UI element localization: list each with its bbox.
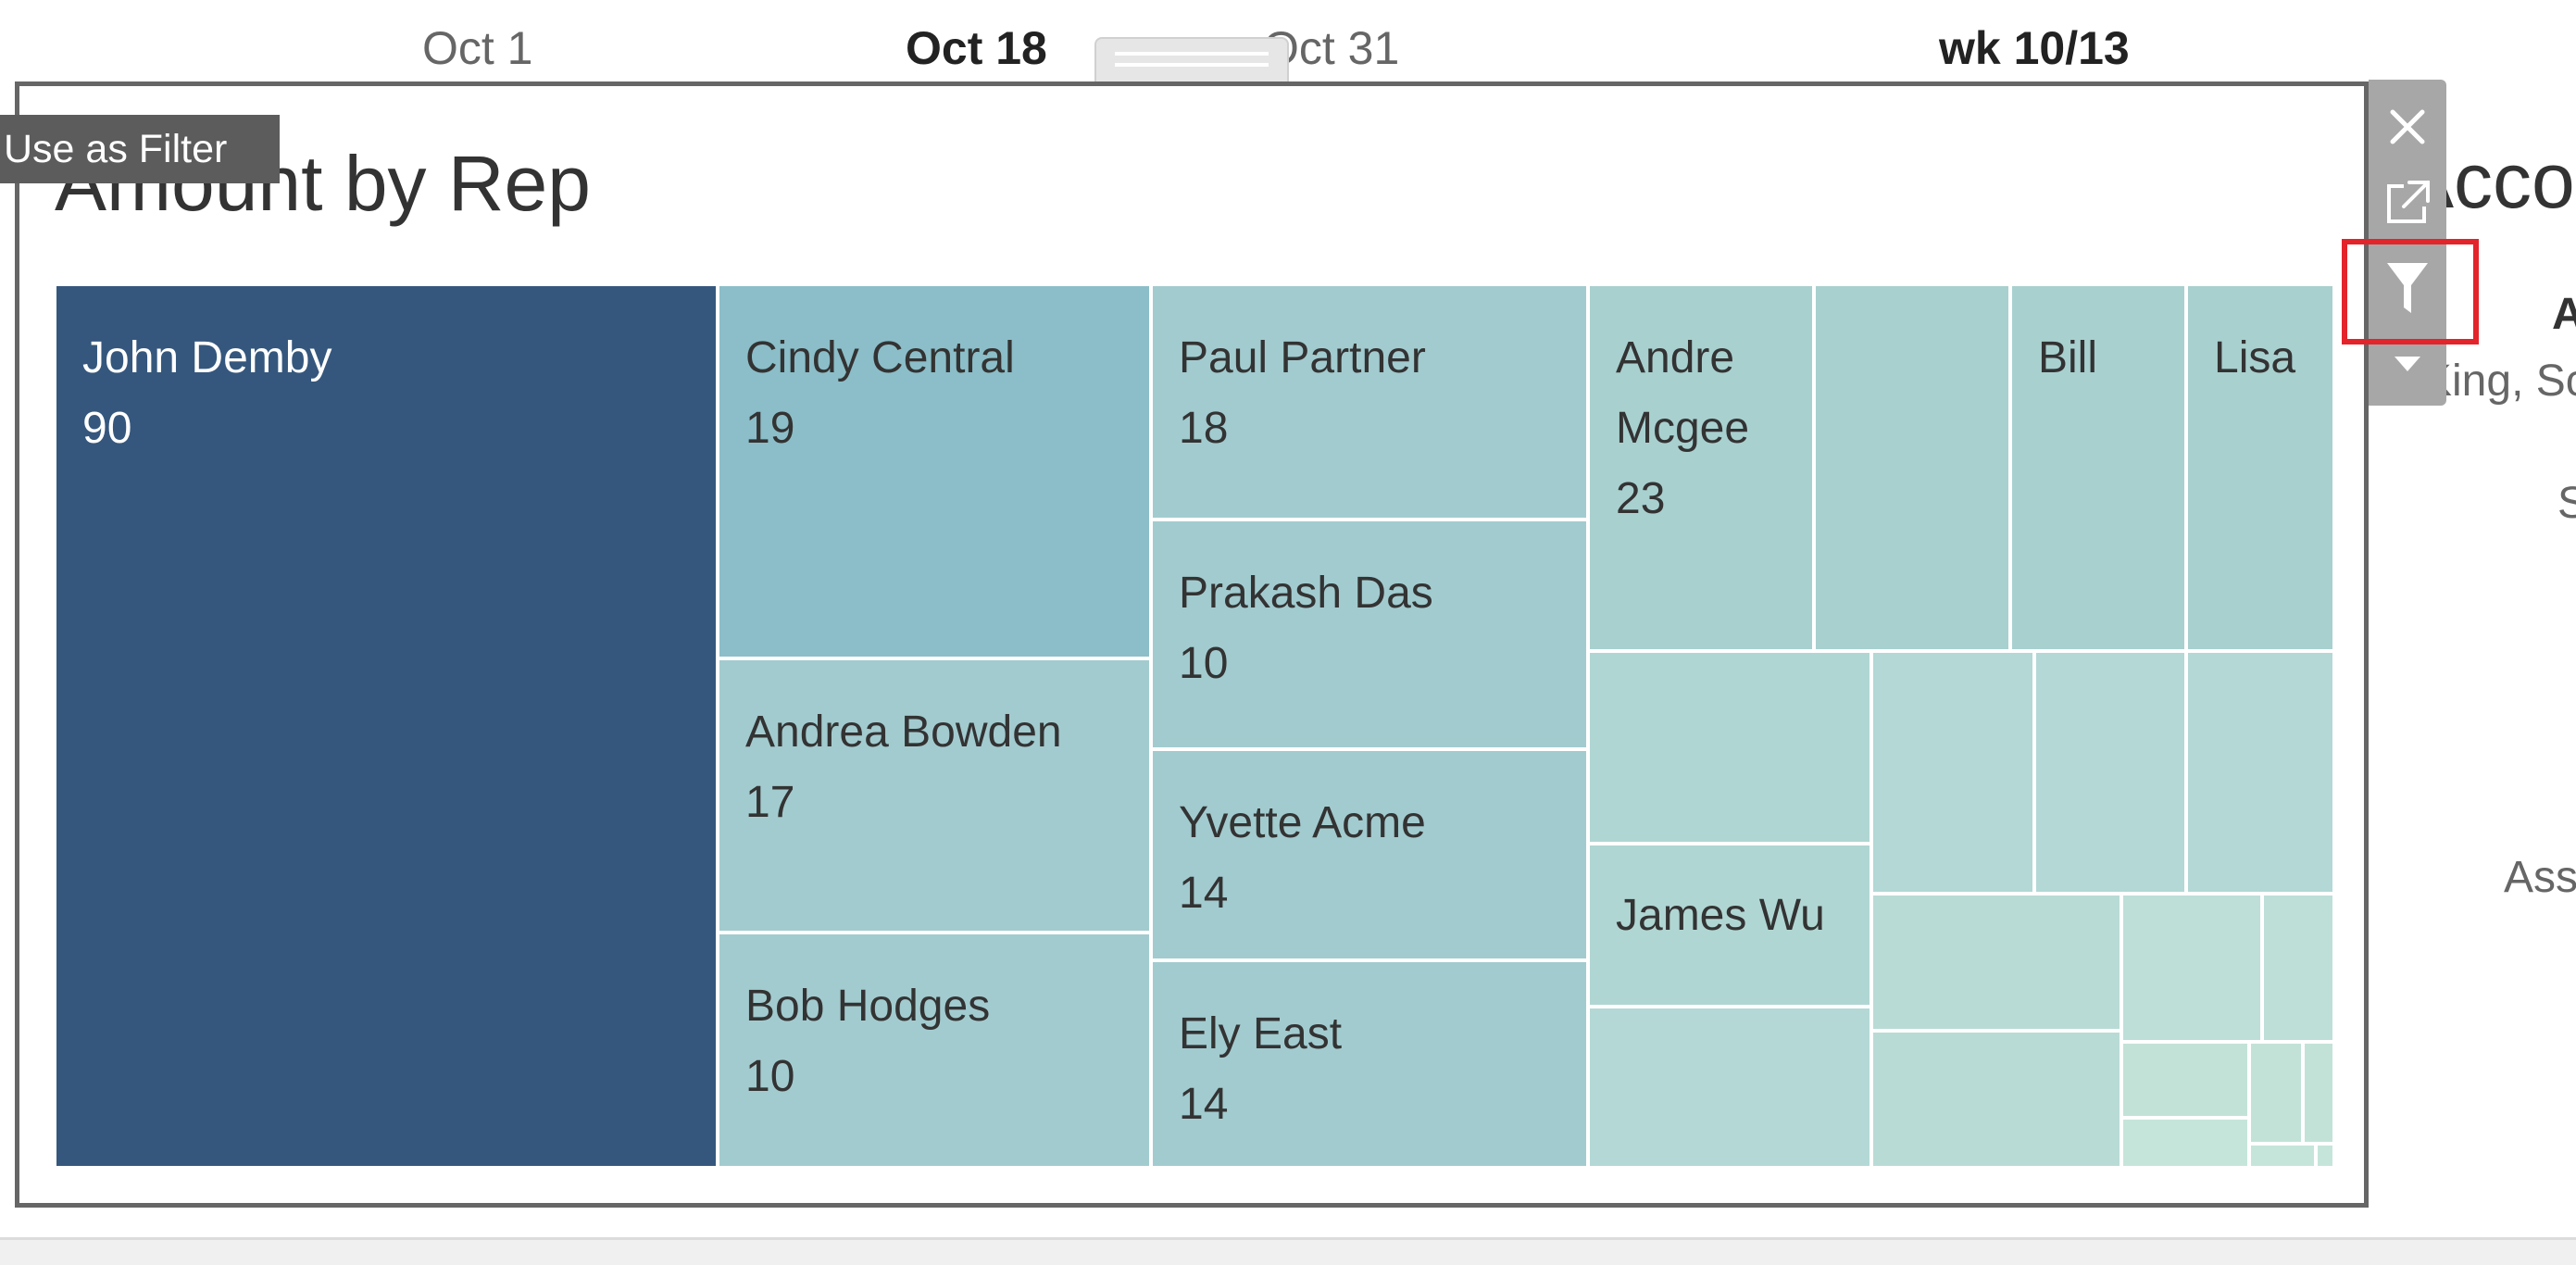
popout-icon [2387,181,2430,223]
treemap-cell-unlabeled[interactable] [2036,653,2188,896]
close-icon [2390,109,2425,144]
treemap-cell-unlabeled[interactable] [2251,1044,2305,1146]
treemap-cell-ely-east[interactable]: Ely East 14 [1153,962,1590,1170]
account-panel-bold: A [2552,290,2576,339]
cell-label: Bill [2038,333,2098,382]
viz-container[interactable]: Amount by Rep John Demby 90 Cindy Centra… [15,81,2369,1208]
cell-label: Paul Partner 18 [1179,333,1426,453]
cell-label: Yvette Acme 14 [1179,798,1426,918]
treemap-cell-unlabeled[interactable] [2123,896,2264,1044]
treemap-cell-prakash-das[interactable]: Prakash Das 10 [1153,521,1590,751]
more-options-button[interactable] [2369,341,2446,387]
cell-label: Lisa [2214,333,2296,382]
treemap-cell-bill[interactable]: Bill [2012,286,2188,653]
treemap-cell-cindy-central[interactable]: Cindy Central 19 [719,286,1153,660]
treemap-cell-unlabeled[interactable] [2123,1044,2251,1120]
treemap-cell-unlabeled[interactable] [2264,896,2336,1044]
treemap-cell-unlabeled[interactable] [2251,1146,2318,1170]
account-panel-line2: S [2557,479,2576,528]
popout-button[interactable] [2369,170,2446,235]
treemap-cell-unlabeled[interactable] [1590,1008,1873,1170]
treemap-cell-unlabeled[interactable] [2318,1146,2336,1170]
cell-label: Ely East 14 [1179,1009,1343,1129]
treemap-cell-bob-hodges[interactable]: Bob Hodges 10 [719,934,1153,1170]
account-panel-line1: King, Sc [2422,357,2576,406]
treemap-cell-james-wu[interactable]: James Wu [1590,845,1873,1008]
treemap-cell-unlabeled[interactable] [2123,1120,2251,1170]
drag-handle[interactable] [1094,37,1289,83]
cell-label: John Demby 90 [82,333,332,453]
bottom-divider [0,1237,2576,1265]
close-button[interactable] [2369,94,2446,159]
treemap-cell-unlabeled[interactable] [1873,1033,2123,1170]
treemap-cell-unlabeled[interactable] [1816,286,2012,653]
cell-label: Andrea Bowden 17 [745,708,1062,827]
dropdown-arrow-icon [2395,357,2420,371]
cell-label: Andre Mcgee 23 [1616,333,1750,523]
treemap-cell-john-demby[interactable]: John Demby 90 [56,286,719,1170]
treemap-cell-andre-mcgee[interactable]: Andre Mcgee 23 [1590,286,1816,653]
filter-icon [2387,263,2428,313]
treemap-cell-unlabeled[interactable] [1873,896,2123,1033]
use-as-filter-button[interactable] [2369,248,2446,328]
treemap-cell-unlabeled[interactable] [1873,653,2036,896]
cell-label: Bob Hodges 10 [745,982,991,1101]
cell-label: Prakash Das 10 [1179,569,1433,688]
use-as-filter-tooltip: Use as Filter [0,115,280,183]
treemap-cell-andrea-bowden[interactable]: Andrea Bowden 17 [719,660,1153,934]
treemap: John Demby 90 Cindy Central 19 Andrea Bo… [56,286,2336,1170]
treemap-cell-paul-partner[interactable]: Paul Partner 18 [1153,286,1590,521]
treemap-cell-yvette-acme[interactable]: Yvette Acme 14 [1153,751,1590,962]
cell-label: James Wu [1616,891,1825,940]
week-label: wk 10/13 [1939,22,2130,74]
account-panel-line3: Ass [2504,853,2576,902]
filter-button-highlight [2342,239,2479,344]
cell-label: Cindy Central 19 [745,333,1015,453]
date-label-oct1: Oct 1 [422,22,533,74]
treemap-cell-lisa[interactable]: Lisa [2188,286,2336,653]
date-label-oct18: Oct 18 [906,22,1047,74]
treemap-cell-unlabeled[interactable] [2188,653,2336,896]
treemap-cell-unlabeled[interactable] [2305,1044,2336,1146]
treemap-cell-unlabeled[interactable] [1590,653,1873,845]
